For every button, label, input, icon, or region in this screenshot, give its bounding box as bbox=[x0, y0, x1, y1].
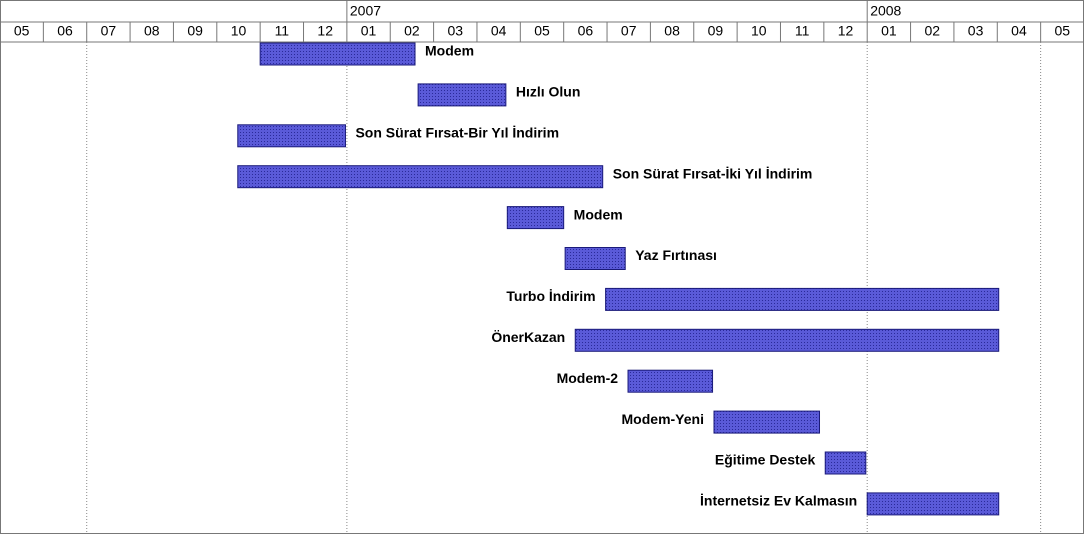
task-bar bbox=[564, 247, 626, 270]
task-label: Modem-Yeni bbox=[622, 411, 704, 427]
task-label: İnternetsiz Ev Kalmasın bbox=[700, 493, 857, 509]
task-label: ÖnerKazan bbox=[491, 329, 565, 345]
task-bar bbox=[574, 328, 1000, 352]
task-bar bbox=[417, 83, 507, 107]
month-label: 08 bbox=[144, 23, 160, 39]
task-bar bbox=[259, 42, 416, 66]
month-label: 05 bbox=[14, 23, 30, 39]
task-bar bbox=[237, 165, 604, 189]
month-label: 04 bbox=[491, 23, 507, 39]
task-label: Modem bbox=[574, 206, 623, 222]
month-label: 06 bbox=[578, 23, 594, 39]
month-label: 07 bbox=[101, 23, 117, 39]
task-label: Modem-2 bbox=[557, 370, 619, 386]
month-label: 10 bbox=[231, 23, 247, 39]
month-label: 01 bbox=[361, 23, 377, 39]
month-label: 08 bbox=[664, 23, 680, 39]
task-label: Modem bbox=[425, 43, 474, 59]
task-label: Yaz Fırtınası bbox=[635, 247, 717, 263]
month-label: 11 bbox=[795, 23, 810, 39]
month-label: 01 bbox=[881, 23, 897, 39]
month-label: 09 bbox=[708, 23, 724, 39]
task-bar bbox=[713, 410, 821, 434]
month-label: 05 bbox=[1055, 23, 1071, 39]
year-label: 2007 bbox=[350, 3, 381, 19]
month-label: 06 bbox=[57, 23, 73, 39]
task-bar bbox=[824, 451, 867, 475]
year-label: 2008 bbox=[870, 3, 901, 19]
month-label: 10 bbox=[751, 23, 767, 39]
task-bar bbox=[627, 369, 714, 393]
task-label: Hızlı Olun bbox=[516, 84, 581, 100]
month-label: 12 bbox=[317, 23, 333, 39]
month-label: 02 bbox=[924, 23, 940, 39]
month-label: 04 bbox=[1011, 23, 1027, 39]
task-bar bbox=[506, 206, 565, 230]
task-label: Son Sürat Fırsat-İki Yıl İndirim bbox=[613, 165, 813, 181]
task-bar bbox=[866, 492, 1000, 516]
month-label: 05 bbox=[534, 23, 550, 39]
month-label: 11 bbox=[275, 23, 290, 39]
task-bar bbox=[237, 124, 346, 148]
task-label: Son Sürat Fırsat-Bir Yıl İndirim bbox=[355, 125, 559, 141]
month-label: 03 bbox=[968, 23, 984, 39]
task-label: Turbo İndirim bbox=[506, 288, 595, 304]
month-label: 03 bbox=[447, 23, 463, 39]
task-bar bbox=[605, 287, 1000, 311]
month-label: 07 bbox=[621, 23, 637, 39]
month-label: 09 bbox=[187, 23, 203, 39]
month-label: 02 bbox=[404, 23, 420, 39]
task-label: Eğitime Destek bbox=[715, 452, 816, 468]
month-label: 12 bbox=[838, 23, 854, 39]
